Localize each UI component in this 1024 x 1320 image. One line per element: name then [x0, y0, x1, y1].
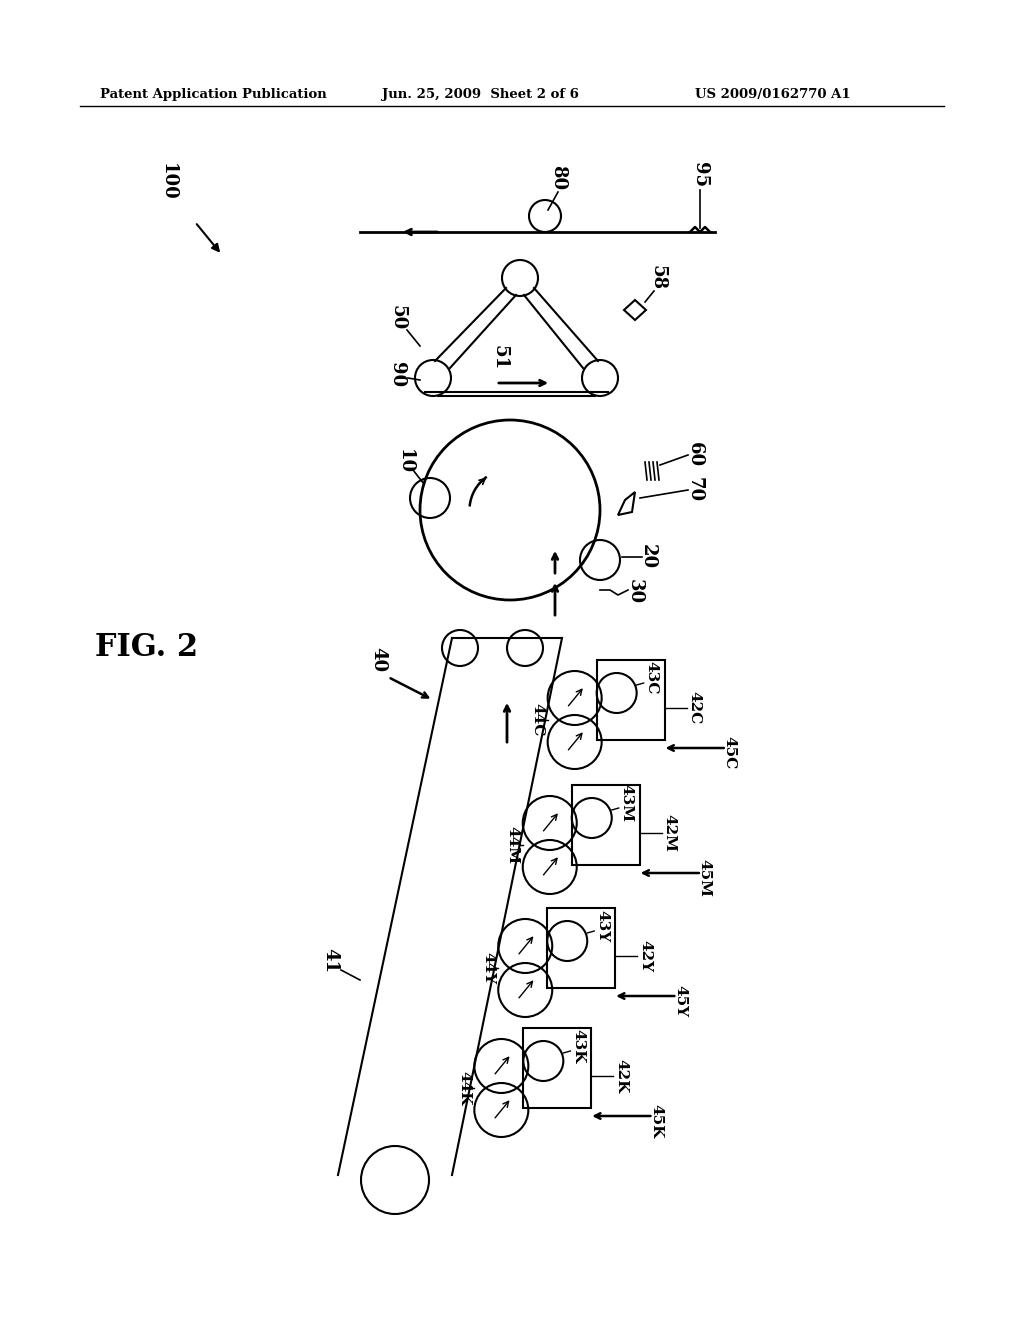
Text: 95: 95	[691, 162, 709, 187]
Text: 42M: 42M	[663, 814, 677, 851]
Text: 45Y: 45Y	[673, 985, 687, 1018]
Text: 44C: 44C	[530, 704, 545, 737]
Bar	[547, 908, 615, 987]
Text: 70: 70	[686, 478, 705, 503]
Text: 45K: 45K	[649, 1104, 664, 1138]
Text: 58: 58	[649, 265, 667, 290]
Text: 20: 20	[639, 544, 657, 569]
Text: 42K: 42K	[614, 1059, 629, 1093]
Text: 43K: 43K	[571, 1028, 586, 1063]
Text: US 2009/0162770 A1: US 2009/0162770 A1	[695, 88, 851, 102]
Text: 44K: 44K	[458, 1071, 471, 1105]
Text: 43Y: 43Y	[595, 909, 609, 942]
Text: 30: 30	[626, 579, 644, 605]
Text: Jun. 25, 2009  Sheet 2 of 6: Jun. 25, 2009 Sheet 2 of 6	[382, 88, 579, 102]
Bar	[597, 660, 665, 741]
Text: 44M: 44M	[506, 826, 520, 865]
Text: 43C: 43C	[645, 661, 658, 694]
Bar	[571, 785, 640, 865]
Text: 42Y: 42Y	[638, 940, 652, 972]
Bar	[523, 1028, 591, 1107]
Text: 100: 100	[159, 164, 177, 201]
Text: 10: 10	[396, 449, 414, 475]
Text: 40: 40	[369, 647, 387, 673]
Text: 42C: 42C	[688, 692, 701, 725]
Text: 41: 41	[321, 948, 339, 973]
Text: 43M: 43M	[620, 784, 634, 822]
Text: 90: 90	[388, 363, 406, 388]
Text: 45M: 45M	[697, 859, 712, 898]
Text: 50: 50	[389, 305, 407, 330]
Text: 51: 51	[490, 346, 509, 371]
Text: 60: 60	[686, 442, 705, 467]
Text: FIG. 2: FIG. 2	[95, 632, 198, 664]
Text: 45C: 45C	[723, 737, 736, 770]
Text: 44Y: 44Y	[481, 952, 496, 985]
Text: Patent Application Publication: Patent Application Publication	[100, 88, 327, 102]
Text: 80: 80	[549, 165, 567, 190]
